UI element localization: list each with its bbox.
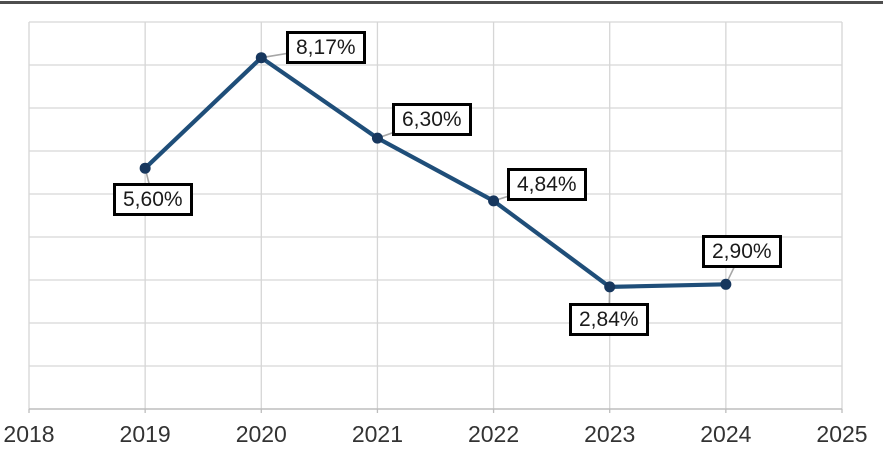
series-line	[143, 55, 728, 289]
x-axis-label: 2021	[351, 421, 403, 447]
x-axis-label: 2022	[467, 421, 520, 447]
x-axis-label: 2019	[119, 421, 171, 447]
data-point-marker	[139, 162, 151, 174]
data-point-marker	[720, 278, 732, 290]
x-axis-label: 2025	[816, 421, 868, 447]
x-axis-label: 2020	[235, 421, 287, 447]
data-label: 5,60%	[113, 183, 193, 216]
data-point-marker	[255, 52, 267, 64]
data-label: 6,30%	[392, 103, 472, 136]
data-label: 2,90%	[702, 235, 782, 268]
data-point-marker	[604, 281, 616, 293]
data-point-marker	[371, 132, 383, 144]
x-axis-label: 2023	[584, 421, 636, 447]
top-rule-divider	[0, 1, 883, 4]
data-label: 4,84%	[507, 168, 587, 201]
x-axis-label: 2024	[700, 421, 752, 447]
x-axis-label: 2018	[3, 421, 55, 447]
data-label: 2,84%	[569, 303, 649, 336]
data-point-marker	[488, 195, 500, 207]
data-label: 8,17%	[286, 31, 366, 64]
